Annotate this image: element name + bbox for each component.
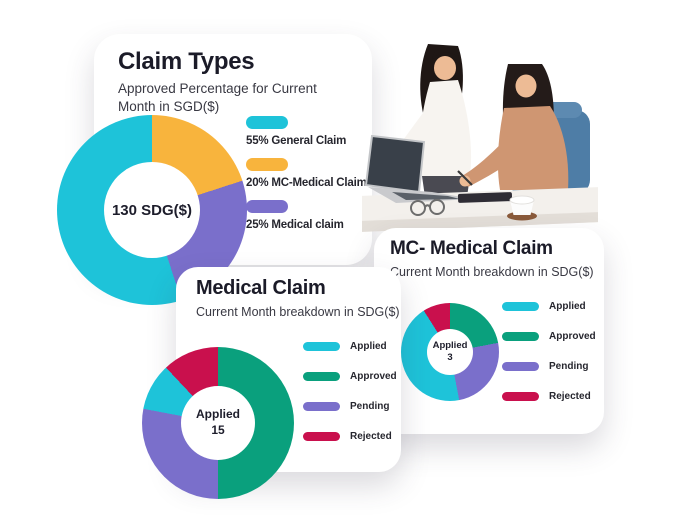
photo-illustration — [360, 44, 600, 232]
legend-item-applied: Applied — [303, 341, 397, 352]
medical-claim-title: Medical Claim — [196, 277, 326, 299]
claim-types-subtitle: Approved Percentage for Current Month in… — [118, 81, 317, 114]
mc-medical-subtitle: Current Month breakdown in SDG($) — [390, 265, 594, 279]
applied-color-swatch — [502, 302, 539, 311]
claim-types-card: Claim Types Approved Percentage for Curr… — [57, 34, 372, 305]
legend-item-pending: Pending — [303, 401, 397, 412]
mc-medical-donut-chart: Applied 3 — [401, 303, 499, 401]
legend-item-mc-medical-claim: 20% MC-Medical Claim — [246, 158, 367, 189]
legend-item-medical-claim: 25% Medical claim — [246, 200, 367, 231]
claim-types-title: Claim Types — [118, 48, 255, 75]
general-claim-color-swatch — [246, 116, 288, 129]
claim-types-legend: 55% General Claim 20% MC-Medical Claim 2… — [246, 116, 367, 242]
photo-two-women-working — [360, 24, 600, 232]
approved-color-swatch — [502, 332, 539, 341]
mc-medical-color-swatch — [246, 158, 288, 171]
mc-medical-title: MC- Medical Claim — [390, 238, 553, 259]
medical-claim-color-swatch — [246, 200, 288, 213]
pending-color-swatch — [502, 362, 539, 371]
claim-types-donut-chart: 130 SDG($) — [57, 115, 247, 305]
medical-claim-card: Medical Claim Current Month breakdown in… — [142, 267, 401, 499]
legend-item-rejected: Rejected — [303, 431, 397, 442]
legend-item-applied: Applied — [502, 301, 596, 312]
legend-item-general-claim: 55% General Claim — [246, 116, 367, 147]
mc-medical-claim-card: MC- Medical Claim Current Month breakdow… — [374, 228, 604, 434]
medical-claim-donut-chart: Applied 15 — [142, 347, 294, 499]
applied-color-swatch — [303, 342, 340, 351]
legend-item-pending: Pending — [502, 361, 596, 372]
rejected-color-swatch — [303, 432, 340, 441]
rejected-color-swatch — [502, 392, 539, 401]
claim-types-donut-center-label: 130 SDG($) — [104, 162, 200, 258]
legend-item-approved: Approved — [303, 371, 397, 382]
medical-claim-subtitle: Current Month breakdown in SDG($) — [196, 305, 400, 319]
legend-item-rejected: Rejected — [502, 391, 596, 402]
medical-claim-donut-center-label: Applied 15 — [181, 386, 255, 460]
legend-item-approved: Approved — [502, 331, 596, 342]
mc-medical-donut-center-label: Applied 3 — [427, 329, 473, 375]
pending-color-swatch — [303, 402, 340, 411]
approved-color-swatch — [303, 372, 340, 381]
medical-claim-legend: Applied Approved Pending Rejected — [303, 341, 397, 461]
mc-medical-legend: Applied Approved Pending Rejected — [502, 301, 596, 421]
